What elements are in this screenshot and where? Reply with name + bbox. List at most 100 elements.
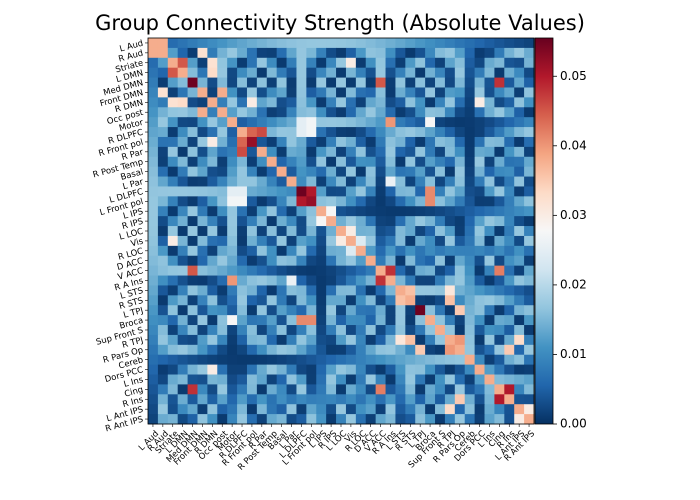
heatmap-cell xyxy=(444,38,456,49)
heatmap-cell xyxy=(316,374,327,385)
heatmap-cell xyxy=(266,305,278,316)
heatmap-cell xyxy=(385,216,396,227)
heatmap-cell xyxy=(246,136,258,148)
heatmap-cell xyxy=(385,166,396,177)
heatmap-cell xyxy=(524,156,535,168)
heatmap-cell xyxy=(385,206,396,217)
heatmap-cell xyxy=(167,196,179,207)
heatmap-cell xyxy=(444,394,456,405)
heatmap-cell xyxy=(306,166,317,177)
colorbar-tick-label: 0.05 xyxy=(560,69,587,83)
heatmap-cell xyxy=(217,136,228,148)
heatmap-cell xyxy=(365,206,377,217)
heatmap-cell xyxy=(395,265,406,276)
heatmap-cell xyxy=(345,285,357,296)
heatmap-cell xyxy=(345,196,357,207)
heatmap-cell xyxy=(514,235,525,247)
heatmap-cell xyxy=(355,275,367,286)
heatmap-cell xyxy=(148,226,159,237)
heatmap-cell xyxy=(326,364,337,375)
heatmap-cell xyxy=(227,38,238,49)
heatmap-cell xyxy=(237,315,248,326)
heatmap-cell xyxy=(256,216,268,227)
heatmap-cell xyxy=(425,255,436,267)
heatmap-cell xyxy=(395,166,406,177)
heatmap-cell xyxy=(148,285,159,296)
heatmap-cell xyxy=(385,344,396,356)
heatmap-cell xyxy=(237,354,248,366)
heatmap-cell xyxy=(514,127,525,138)
heatmap-cell xyxy=(444,117,456,128)
heatmap-cell xyxy=(524,305,535,316)
heatmap-cell xyxy=(444,57,456,69)
heatmap-cell xyxy=(177,127,188,138)
heatmap-cell xyxy=(157,127,169,138)
heatmap-cell xyxy=(217,315,228,326)
heatmap-cell xyxy=(276,166,287,177)
heatmap-cell xyxy=(246,305,258,316)
heatmap-cell xyxy=(187,334,198,346)
heatmap-cell xyxy=(197,136,208,148)
heatmap-cell xyxy=(494,245,505,257)
heatmap-cell xyxy=(444,196,456,207)
heatmap-cell xyxy=(395,344,406,356)
heatmap-cell xyxy=(435,255,446,267)
heatmap-cell xyxy=(504,206,515,217)
heatmap-cell xyxy=(266,404,278,415)
heatmap-cell xyxy=(227,146,238,158)
heatmap-cell xyxy=(395,127,406,138)
heatmap-cell xyxy=(207,245,218,257)
heatmap-cell xyxy=(494,265,505,276)
heatmap-cell xyxy=(148,235,159,247)
heatmap-cell xyxy=(395,117,406,128)
heatmap-cell xyxy=(227,57,238,69)
heatmap-cell xyxy=(207,47,218,59)
heatmap-cell xyxy=(425,117,436,128)
heatmap-cell xyxy=(375,57,386,69)
heatmap-cell xyxy=(504,414,515,425)
heatmap-cell xyxy=(167,38,179,49)
heatmap-cell xyxy=(504,38,515,49)
heatmap-cell xyxy=(217,364,228,375)
heatmap-cell xyxy=(167,47,179,59)
heatmap-cell xyxy=(474,146,485,158)
heatmap-cell xyxy=(177,344,188,356)
heatmap-cell xyxy=(514,206,525,217)
heatmap-cell xyxy=(435,47,446,59)
heatmap-cell xyxy=(345,156,357,168)
heatmap-cell xyxy=(524,97,535,108)
heatmap-cell xyxy=(375,285,386,296)
heatmap-cell xyxy=(227,364,238,375)
heatmap-cell xyxy=(336,196,347,207)
heatmap-cell xyxy=(415,404,426,415)
heatmap-cell xyxy=(266,344,278,356)
heatmap-cell xyxy=(148,77,159,88)
heatmap-cell xyxy=(524,166,535,177)
heatmap-cell xyxy=(296,344,307,356)
heatmap-cell xyxy=(197,47,208,59)
heatmap-cell xyxy=(256,315,268,326)
heatmap-cell xyxy=(286,156,297,168)
heatmap-cell xyxy=(296,384,307,395)
heatmap-cell xyxy=(385,404,396,415)
heatmap-cell xyxy=(395,255,406,267)
heatmap-cell xyxy=(187,404,198,415)
heatmap-cell xyxy=(167,315,179,326)
heatmap-cell xyxy=(514,156,525,168)
heatmap-cell xyxy=(197,216,208,227)
heatmap-cell xyxy=(444,67,456,78)
heatmap-cell xyxy=(444,374,456,385)
heatmap-cell xyxy=(444,127,456,138)
heatmap-cell xyxy=(385,57,396,69)
heatmap-cell xyxy=(504,245,515,257)
heatmap-cell xyxy=(444,315,456,326)
heatmap-cell xyxy=(217,255,228,267)
heatmap-cell xyxy=(217,176,228,187)
heatmap-cell xyxy=(326,57,337,69)
heatmap-cell xyxy=(415,216,426,227)
heatmap-cell xyxy=(266,67,278,78)
heatmap-cell xyxy=(345,394,357,405)
heatmap-cell xyxy=(524,136,535,148)
heatmap-cell xyxy=(355,344,367,356)
heatmap-cell xyxy=(395,275,406,286)
